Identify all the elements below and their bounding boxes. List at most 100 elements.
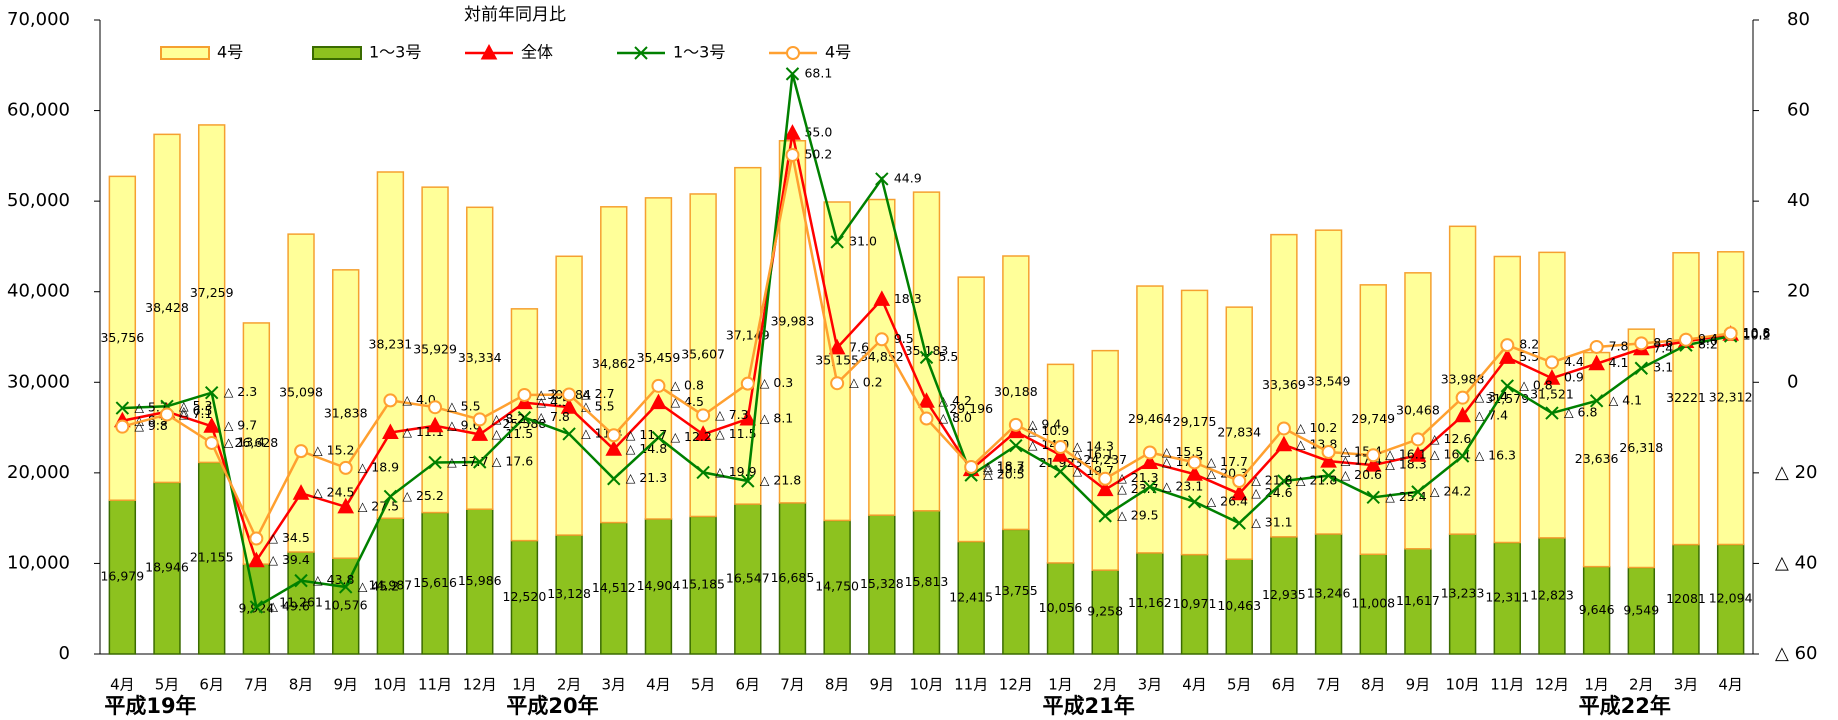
- line-value-label: △ 5.5: [581, 399, 614, 414]
- bar-value-label: 14,904: [637, 578, 681, 593]
- bar-value-label: 13,755: [994, 583, 1038, 598]
- line-marker: [428, 400, 443, 415]
- line-value-label: △ 4.2: [939, 393, 972, 408]
- line-marker: [741, 474, 755, 488]
- line-marker: [1277, 474, 1291, 488]
- line-value-label: 18.3: [894, 291, 922, 306]
- line-value-label: △ 31.1: [1251, 515, 1292, 530]
- x-tick-label: 10月: [373, 676, 407, 694]
- line-value-label: △ 5.5: [447, 399, 480, 414]
- line-value-label: △ 0.2: [849, 375, 882, 390]
- bar-value-label: 30,188: [994, 384, 1038, 399]
- line-value-label: △ 29.5: [1117, 507, 1158, 522]
- bar-value-label: 35,459: [637, 350, 681, 365]
- line-value-label: △ 12.6: [1430, 431, 1471, 446]
- x-tick-label: 7月: [244, 676, 269, 694]
- bar-value-label: 12,311: [1485, 590, 1529, 605]
- line-marker: [292, 484, 310, 500]
- x-tick-label: 7月: [1316, 676, 1341, 694]
- line-marker: [1276, 421, 1291, 436]
- line-marker: [1410, 432, 1425, 447]
- line-marker: [1053, 464, 1068, 479]
- bar-value-label: 15,986: [458, 573, 502, 588]
- bar-value-label: 33,549: [1307, 374, 1351, 389]
- bar-value-label: 34,862: [592, 356, 636, 371]
- y-tick-label: 70,000: [7, 9, 70, 30]
- line-marker: [203, 417, 221, 433]
- line-marker: [1589, 394, 1604, 408]
- line-value-label: △ 25.2: [402, 488, 443, 503]
- bar: [689, 193, 717, 518]
- line-value-label: △ 21.3: [1117, 470, 1158, 485]
- x-tick-label: 5月: [691, 676, 716, 694]
- line-marker: [1589, 339, 1604, 354]
- x-tick-label: 3月: [1138, 676, 1163, 694]
- bar: [734, 503, 762, 655]
- line-value-label: △ 9.6: [447, 417, 481, 432]
- bar-value-label: 11,008: [1351, 596, 1395, 611]
- y-tick-label: 50,000: [7, 190, 70, 211]
- line-value-label: △ 10.2: [1296, 420, 1337, 435]
- x-tick-label: 2月: [557, 676, 582, 694]
- x-group-label: 平成21年: [1043, 694, 1135, 718]
- x-tick-label: 11月: [954, 676, 988, 694]
- bar-value-label: 15,328: [860, 576, 904, 591]
- bar-value-label: 16,685: [771, 570, 815, 585]
- bar: [644, 197, 673, 520]
- x-tick-label: 2月: [1629, 676, 1654, 694]
- x-tick-label: 2月: [1093, 676, 1118, 694]
- bar: [1225, 306, 1253, 560]
- line-marker: [696, 408, 711, 423]
- line-marker: [785, 147, 800, 162]
- line-marker: [1321, 445, 1336, 460]
- line-value-label: △ 45.2: [358, 578, 399, 593]
- legend-label: 1～3号: [673, 43, 725, 62]
- line-value-label: △ 23.1: [1162, 478, 1203, 493]
- bar: [1002, 255, 1030, 531]
- bar: [510, 308, 539, 542]
- bar-value-label: 31,521: [1530, 387, 1574, 402]
- line-marker: [830, 376, 845, 391]
- line-value-label: 10.6: [1743, 326, 1771, 341]
- x-tick-label: 4月: [110, 676, 135, 694]
- bar-value-label: 37,259: [190, 285, 234, 300]
- bar-value-label: 16,979: [100, 569, 144, 584]
- bar-value-label: 12,935: [1262, 587, 1306, 602]
- line-value-label: △ 20.5: [983, 467, 1024, 482]
- bar-value-label: 15,813: [905, 574, 949, 589]
- bar: [957, 540, 985, 655]
- line-value-label: △ 24.2: [1430, 483, 1471, 498]
- bar: [1404, 272, 1432, 550]
- line-marker: [651, 378, 666, 393]
- line-marker: [562, 427, 576, 441]
- x-tick-label: 8月: [825, 676, 850, 694]
- bar-value-label: 32221: [1666, 390, 1706, 405]
- legend-label: 4号: [217, 43, 243, 62]
- line-value-label: △ 11.7: [626, 427, 667, 442]
- x-group-label: 平成20年: [506, 694, 598, 718]
- bar: [778, 502, 807, 655]
- bar: [1672, 252, 1700, 546]
- line-marker: [1498, 348, 1516, 364]
- y2-tick-label: 80: [1787, 9, 1810, 30]
- line-marker: [249, 600, 264, 614]
- bar: [823, 201, 851, 522]
- bar-value-label: 13,246: [1307, 586, 1351, 601]
- x-tick-label: 4月: [1718, 676, 1743, 694]
- line-value-label: △ 17.7: [447, 454, 488, 469]
- line-value-label: △ 27.5: [358, 498, 399, 513]
- bar: [1359, 284, 1387, 556]
- line-value-label: 4.4: [1564, 354, 1584, 369]
- bar: [912, 191, 941, 512]
- line-value-label: △ 6.8: [1564, 405, 1598, 420]
- line-marker: [1009, 438, 1023, 453]
- chart-title: 対前年同月比: [464, 5, 566, 25]
- x-tick-label: 11月: [418, 676, 452, 694]
- line-marker: [1678, 332, 1693, 347]
- y2-tick-label: △ 60: [1775, 643, 1817, 664]
- line-value-label: △ 14.3: [1073, 439, 1114, 454]
- bar: [1359, 553, 1387, 655]
- line-value-label: △ 21.3: [626, 470, 667, 485]
- x-tick-label: 8月: [289, 676, 314, 694]
- line-marker: [1634, 336, 1649, 351]
